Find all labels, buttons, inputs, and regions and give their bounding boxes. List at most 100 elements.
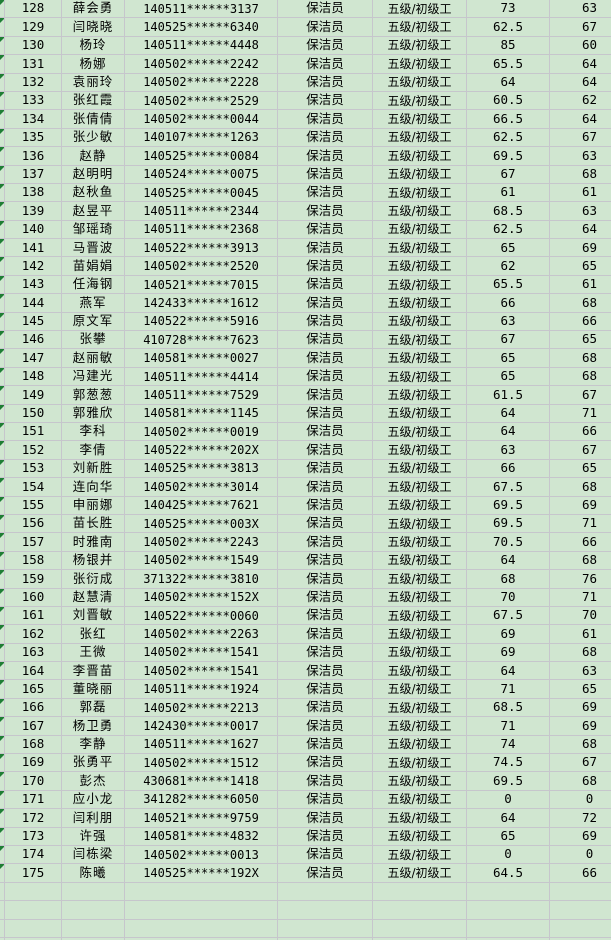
cell-id[interactable]: 140502******2242 (125, 55, 278, 74)
cell-score2[interactable]: 67 (550, 129, 611, 148)
cell-job[interactable]: 保洁员 (278, 294, 373, 313)
cell-level[interactable]: 五级/初级工 (373, 625, 467, 644)
clipped-first-cell[interactable] (0, 422, 5, 442)
cell-name[interactable]: 赵慧清 (62, 588, 125, 607)
cell-level[interactable]: 五级/初级工 (373, 367, 467, 387)
cell-job[interactable]: 保洁员 (278, 570, 373, 589)
cell-id[interactable]: 140581******4832 (125, 827, 278, 846)
cell-name[interactable]: 闫利朋 (62, 809, 125, 828)
cell-id[interactable]: 341282******6050 (125, 790, 278, 810)
clipped-first-cell[interactable] (0, 331, 5, 350)
cell-seq[interactable]: 153 (5, 459, 62, 479)
cell-job[interactable] (278, 882, 373, 902)
cell-name[interactable]: 苗娟娟 (62, 257, 125, 276)
cell-level[interactable]: 五级/初级工 (373, 827, 467, 846)
clipped-first-cell[interactable] (0, 147, 5, 166)
cell-name[interactable]: 杨玲 (62, 36, 125, 56)
cell-job[interactable]: 保洁员 (278, 809, 373, 828)
cell-job[interactable]: 保洁员 (278, 331, 373, 350)
cell-id[interactable]: 140502******2263 (125, 625, 278, 644)
cell-job[interactable]: 保洁员 (278, 18, 373, 37)
cell-level[interactable]: 五级/初级工 (373, 643, 467, 663)
cell-job[interactable]: 保洁员 (278, 36, 373, 56)
cell-name[interactable]: 马晋波 (62, 239, 125, 258)
clipped-first-cell[interactable] (0, 36, 5, 56)
cell-score2[interactable]: 61 (550, 184, 611, 203)
cell-level[interactable]: 五级/初级工 (373, 570, 467, 589)
cell-job[interactable]: 保洁员 (278, 202, 373, 221)
cell-seq[interactable]: 132 (5, 73, 62, 92)
cell-level[interactable]: 五级/初级工 (373, 533, 467, 552)
clipped-first-cell[interactable] (0, 662, 5, 681)
cell-seq[interactable]: 133 (5, 91, 62, 111)
cell-level[interactable]: 五级/初级工 (373, 514, 467, 534)
cell-name[interactable]: 苗长胜 (62, 514, 125, 534)
cell-name[interactable] (62, 919, 125, 938)
cell-seq[interactable]: 144 (5, 294, 62, 313)
cell-name[interactable]: 张勇平 (62, 754, 125, 773)
cell-name[interactable]: 闫栋梁 (62, 845, 125, 865)
cell-seq[interactable]: 155 (5, 496, 62, 515)
cell-level[interactable]: 五级/初级工 (373, 239, 467, 258)
cell-score2[interactable]: 69 (550, 717, 611, 736)
clipped-first-cell[interactable] (0, 165, 5, 184)
clipped-first-cell[interactable] (0, 220, 5, 240)
clipped-first-cell[interactable] (0, 275, 5, 295)
cell-seq[interactable]: 143 (5, 275, 62, 295)
clipped-first-cell[interactable] (0, 864, 5, 883)
cell-job[interactable]: 保洁员 (278, 220, 373, 240)
cell-score2[interactable]: 64 (550, 221, 611, 240)
cell-seq[interactable]: 147 (5, 349, 62, 368)
cell-seq[interactable]: 157 (5, 533, 62, 552)
cell-seq[interactable]: 151 (5, 422, 62, 442)
clipped-first-cell[interactable] (0, 533, 5, 552)
cell-job[interactable]: 保洁员 (278, 514, 373, 534)
cell-name[interactable]: 陈曦 (62, 864, 125, 883)
cell-level[interactable]: 五级/初级工 (373, 809, 467, 828)
cell-seq[interactable]: 169 (5, 754, 62, 773)
cell-job[interactable]: 保洁员 (278, 183, 373, 203)
cell-level[interactable]: 五级/初级工 (373, 404, 467, 423)
cell-seq[interactable]: 150 (5, 404, 62, 423)
cell-seq[interactable]: 146 (5, 331, 62, 350)
clipped-first-cell[interactable] (0, 294, 5, 313)
cell-score1[interactable]: 67.5 (467, 606, 550, 626)
cell-seq[interactable]: 137 (5, 165, 62, 184)
cell-score2[interactable]: 72 (550, 809, 611, 828)
cell-seq[interactable]: 172 (5, 809, 62, 828)
clipped-first-cell[interactable] (0, 827, 5, 846)
cell-job[interactable]: 保洁员 (278, 312, 373, 332)
cell-seq[interactable]: 156 (5, 514, 62, 534)
cell-level[interactable]: 五级/初级工 (373, 386, 467, 405)
cell-job[interactable]: 保洁员 (278, 459, 373, 479)
cell-job[interactable] (278, 919, 373, 938)
cell-id[interactable]: 140511******1627 (125, 735, 278, 755)
cell-name[interactable]: 时雅南 (62, 533, 125, 552)
cell-level[interactable]: 五级/初级工 (373, 772, 467, 791)
cell-id[interactable]: 140511******3137 (125, 0, 278, 19)
cell-score2[interactable]: 71 (550, 405, 611, 423)
cell-score1[interactable]: 66.5 (467, 110, 550, 129)
cell-job[interactable]: 保洁员 (278, 735, 373, 755)
cell-level[interactable]: 五级/初级工 (373, 496, 467, 515)
clipped-first-cell[interactable] (0, 551, 5, 571)
cell-name[interactable]: 原文军 (62, 312, 125, 332)
cell-level[interactable]: 五级/初级工 (373, 331, 467, 350)
cell-name[interactable]: 郭磊 (62, 698, 125, 718)
cell-level[interactable] (373, 882, 467, 902)
cell-name[interactable]: 闫晓晓 (62, 18, 125, 37)
cell-name[interactable]: 张少敏 (62, 128, 125, 148)
cell-score2[interactable]: 0 (550, 846, 611, 865)
cell-score1[interactable]: 70.5 (467, 533, 550, 552)
cell-name[interactable]: 任海钢 (62, 275, 125, 295)
cell-job[interactable]: 保洁员 (278, 625, 373, 644)
cell-level[interactable]: 五级/初级工 (373, 312, 467, 332)
cell-score2[interactable]: 68 (550, 552, 611, 571)
cell-id[interactable]: 140502******2243 (125, 533, 278, 552)
cell-score2[interactable]: 68 (550, 736, 611, 755)
cell-level[interactable]: 五级/初级工 (373, 55, 467, 74)
cell-level[interactable]: 五级/初级工 (373, 183, 467, 203)
cell-score2[interactable]: 0 (550, 791, 611, 810)
cell-job[interactable]: 保洁员 (278, 662, 373, 681)
cell-seq[interactable]: 128 (5, 0, 62, 19)
